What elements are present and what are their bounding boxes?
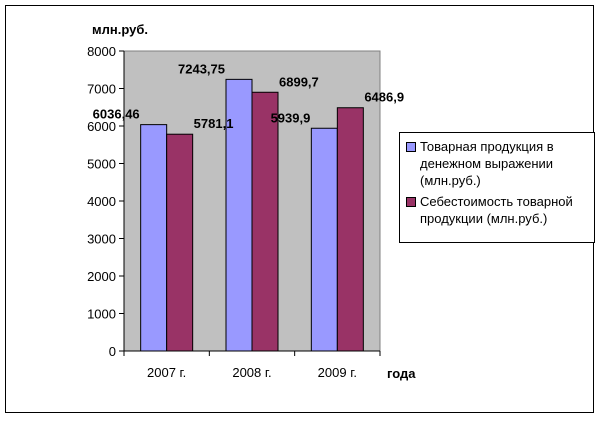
y-tick-label: 3000 (87, 232, 116, 247)
bar (140, 124, 168, 352)
y-tick-label: 0 (109, 344, 116, 359)
x-axis-title: года (387, 366, 416, 381)
bar (336, 107, 364, 352)
data-label: 5781,1 (194, 116, 234, 131)
bar (225, 78, 253, 352)
data-label: 5939,9 (271, 110, 311, 125)
data-label: 6036,46 (93, 107, 140, 122)
data-label: 6899,7 (279, 74, 319, 89)
legend-swatch-series-2 (406, 197, 416, 207)
legend-label-series-1: Товарная продукция в денежном выражении … (420, 139, 554, 188)
data-label: 7243,75 (178, 61, 225, 76)
y-tick-label: 7000 (87, 82, 116, 97)
bar (310, 127, 338, 352)
y-tick-label: 5000 (87, 157, 116, 172)
bar (251, 91, 279, 352)
bar (166, 133, 194, 352)
legend-item: Товарная продукция в денежном выражении … (406, 138, 588, 189)
x-tick-label: 2007 г. (147, 365, 186, 380)
y-tick-label: 1000 (87, 307, 116, 322)
legend-label-series-2: Себестоимость товарной продукции (млн.ру… (420, 194, 573, 226)
x-tick-label: 2009 г. (318, 365, 357, 380)
legend-swatch-series-1 (406, 142, 416, 152)
legend: Товарная продукция в денежном выражении … (399, 132, 595, 243)
data-label: 6486,9 (364, 90, 404, 105)
bars (140, 78, 364, 352)
legend-item: Себестоимость товарной продукции (млн.ру… (406, 193, 588, 227)
labels: 6036,46 7243,75 5939,9 5781,1 6899,7 6486,9 (93, 61, 404, 131)
x-tick-label: 2008 г. (232, 365, 271, 380)
y-tick-label: 4000 (87, 194, 116, 209)
y-tick-label: 2000 (87, 269, 116, 284)
y-tick-label: 8000 (87, 44, 116, 59)
y-axis-title: млн.руб. (92, 22, 148, 37)
y-tick-label: 6000 (87, 119, 116, 134)
